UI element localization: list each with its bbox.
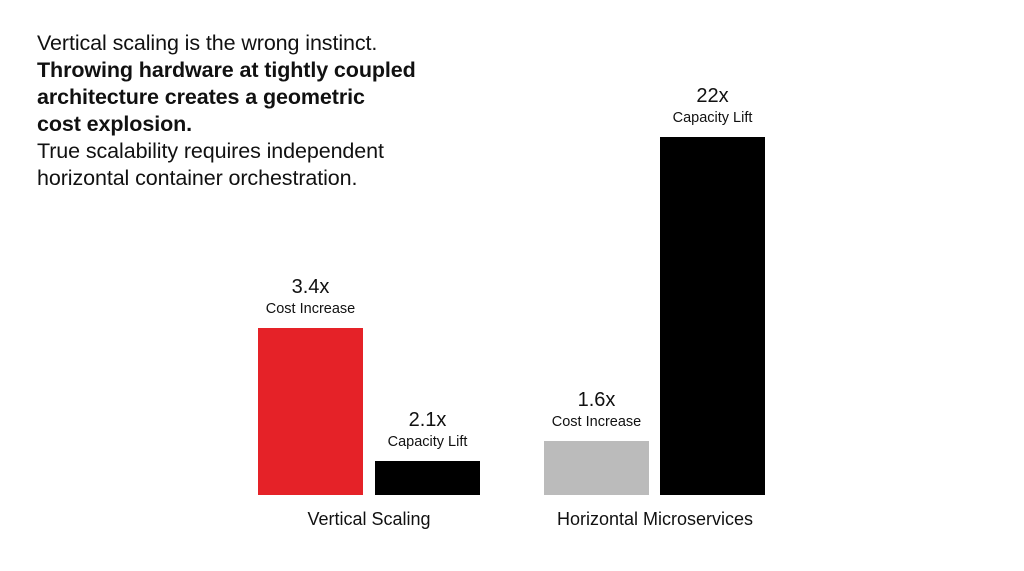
bar-horizontal-cost-increase — [544, 441, 649, 495]
metric-label-horizontal-capacity: Capacity Lift — [672, 110, 753, 126]
headline-bold-line-3: cost explosion. — [37, 112, 193, 136]
bar-horizontal-capacity-lift — [660, 137, 765, 495]
bar-vertical-capacity-lift — [375, 461, 480, 495]
metric-label-horizontal-cost: Cost Increase — [551, 414, 642, 430]
value-label-horizontal-capacity: 22x — [696, 85, 729, 107]
bar-vertical-cost-increase — [258, 328, 363, 495]
value-label-vertical-cost: 3.4x — [291, 276, 330, 298]
headline-bold-line-1: Throwing hardware at tightly coupled — [37, 58, 416, 82]
headline-line-1: Vertical scaling is the wrong instinct. — [37, 31, 378, 55]
value-label-horizontal-cost: 1.6x — [577, 389, 616, 411]
category-label-horizontal: Horizontal Microservices — [556, 509, 754, 529]
category-label-vertical: Vertical Scaling — [307, 509, 431, 529]
headline: Vertical scaling is the wrong instinct. … — [37, 30, 477, 192]
headline-line-6: horizontal container orchestration. — [37, 166, 358, 190]
metric-label-vertical-capacity: Capacity Lift — [387, 434, 468, 450]
headline-bold-line-2: architecture creates a geometric — [37, 85, 365, 109]
headline-line-5: True scalability requires independent — [37, 139, 384, 163]
value-label-vertical-capacity: 2.1x — [408, 409, 447, 431]
metric-label-vertical-cost: Cost Increase — [265, 301, 356, 317]
